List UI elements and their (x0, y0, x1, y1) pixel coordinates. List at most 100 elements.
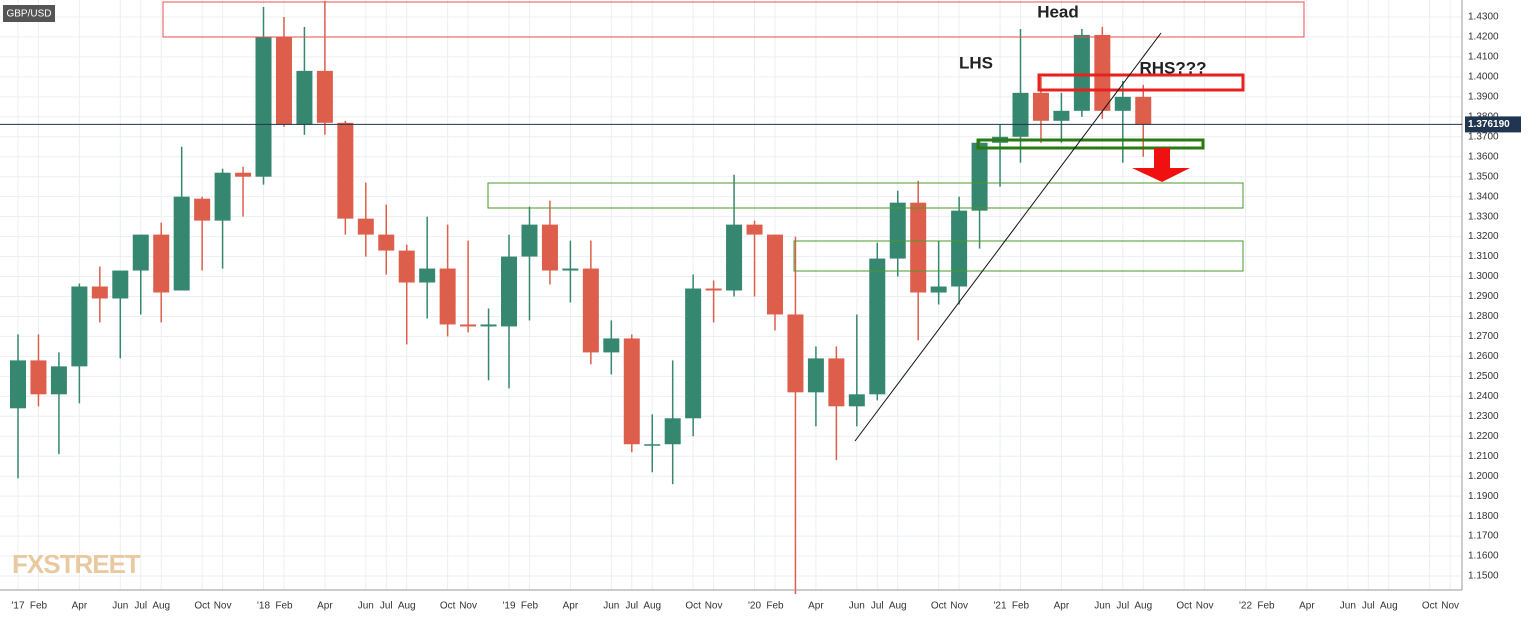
candle-body (971, 142, 988, 211)
x-tick-label: Feb (1257, 601, 1275, 612)
x-tick-label: Jul (134, 601, 147, 612)
x-tick-label: Aug (1380, 601, 1398, 612)
y-tick-label: 1.1900 (1468, 491, 1499, 502)
symbol-badge (3, 5, 55, 22)
candle-body (623, 338, 640, 445)
y-tick-label: 1.4200 (1468, 32, 1499, 43)
annotation: RHS??? (1139, 58, 1206, 77)
x-tick-label: '17 (11, 601, 24, 612)
x-tick-label: Jun (1340, 601, 1356, 612)
x-tick-label: Jun (1094, 601, 1110, 612)
y-tick-label: 1.2700 (1468, 331, 1499, 342)
candle-body (541, 224, 558, 271)
x-tick-label: Feb (275, 601, 293, 612)
x-tick-label: Feb (30, 601, 48, 612)
candles (10, 0, 1152, 594)
candle-body (562, 268, 579, 271)
y-tick-label: 1.3300 (1468, 211, 1499, 222)
y-tick-label: 1.3200 (1468, 231, 1499, 242)
x-tick-label: Oct (194, 601, 210, 612)
neckline-zone (976, 138, 1205, 150)
candle-body (357, 218, 374, 235)
x-tick-label: '21 (994, 601, 1007, 612)
rhs-zone (1037, 73, 1245, 92)
candle-body (1094, 34, 1111, 111)
support-zone (793, 240, 1244, 272)
x-tick-label: Apr (1054, 601, 1070, 612)
candle-body (787, 314, 804, 393)
support-zone (487, 182, 1244, 209)
candle-body (296, 70, 313, 125)
resistance-zone (162, 1, 1305, 38)
x-tick-label: Oct (1176, 601, 1192, 612)
y-tick-label: 1.1500 (1468, 571, 1499, 582)
x-tick-label: Jun (603, 601, 619, 612)
candle-body (501, 256, 518, 327)
candle-body (1012, 92, 1029, 137)
candle-body (378, 234, 395, 251)
candle-body (275, 36, 292, 125)
candle-body (439, 268, 456, 325)
y-tick-label: 1.2900 (1468, 291, 1499, 302)
candle-body (419, 268, 436, 283)
x-tick-label: Jul (1362, 601, 1375, 612)
x-tick-label: Nov (459, 601, 477, 612)
y-tick-label: 1.3400 (1468, 191, 1499, 202)
candle-body (112, 270, 129, 299)
candle-body (664, 418, 681, 445)
x-tick-label: Feb (766, 601, 784, 612)
x-tick-label: Aug (152, 601, 170, 612)
candle-body (644, 444, 661, 446)
candle-body (1032, 92, 1049, 121)
y-tick-label: 1.3500 (1468, 171, 1499, 182)
candle-body (910, 202, 927, 293)
x-tick-label: Aug (398, 601, 416, 612)
x-tick-label: Oct (1422, 601, 1438, 612)
x-tick-label: Aug (643, 601, 661, 612)
candle-body (746, 224, 763, 235)
y-tick-label: 1.3900 (1468, 91, 1499, 102)
candle-body (91, 286, 108, 299)
candle-body (1053, 110, 1070, 121)
x-tick-label: Nov (705, 601, 723, 612)
x-tick-label: Jun (358, 601, 374, 612)
x-tick-label: '19 (502, 601, 515, 612)
y-tick-label: 1.4000 (1468, 72, 1499, 83)
x-tick-label: Jul (380, 601, 393, 612)
y-tick-label: 1.2100 (1468, 451, 1499, 462)
trend-line (854, 32, 1162, 442)
x-tick-label: Aug (1134, 601, 1152, 612)
x-tick-label: '18 (257, 601, 270, 612)
x-tick-label: '22 (1239, 601, 1252, 612)
current-price-label: 1.376190 (1468, 119, 1510, 130)
candle-body (603, 338, 620, 353)
candle-body (1135, 96, 1152, 125)
y-tick-label: 1.1600 (1468, 551, 1499, 562)
y-tick-label: 1.1800 (1468, 511, 1499, 522)
y-tick-label: 1.3000 (1468, 271, 1499, 282)
candle-body (582, 268, 599, 353)
x-tick-label: Jun (849, 601, 865, 612)
candle-body (848, 394, 865, 407)
watermark: FXSTREET (12, 549, 141, 579)
x-tick-label: Nov (1196, 601, 1214, 612)
candle-body (480, 324, 497, 327)
candle-body (766, 234, 783, 315)
candle-body (828, 358, 845, 407)
candle-body (153, 234, 170, 293)
x-tick-label: Jul (625, 601, 638, 612)
y-tick-label: 1.4300 (1468, 12, 1499, 23)
x-tick-label: Nov (950, 601, 968, 612)
y-tick-label: 1.2800 (1468, 311, 1499, 322)
x-tick-label: Feb (521, 601, 539, 612)
x-tick-label: Oct (931, 601, 947, 612)
candle-body (316, 70, 333, 123)
annotation: LHS (959, 53, 993, 72)
candle-body (10, 360, 27, 409)
candle-body (705, 288, 722, 291)
symbol-label: GBP/USD (6, 9, 51, 20)
x-tick-label: Jul (871, 601, 884, 612)
y-tick-label: 1.3600 (1468, 151, 1499, 162)
candle-body (132, 234, 149, 271)
